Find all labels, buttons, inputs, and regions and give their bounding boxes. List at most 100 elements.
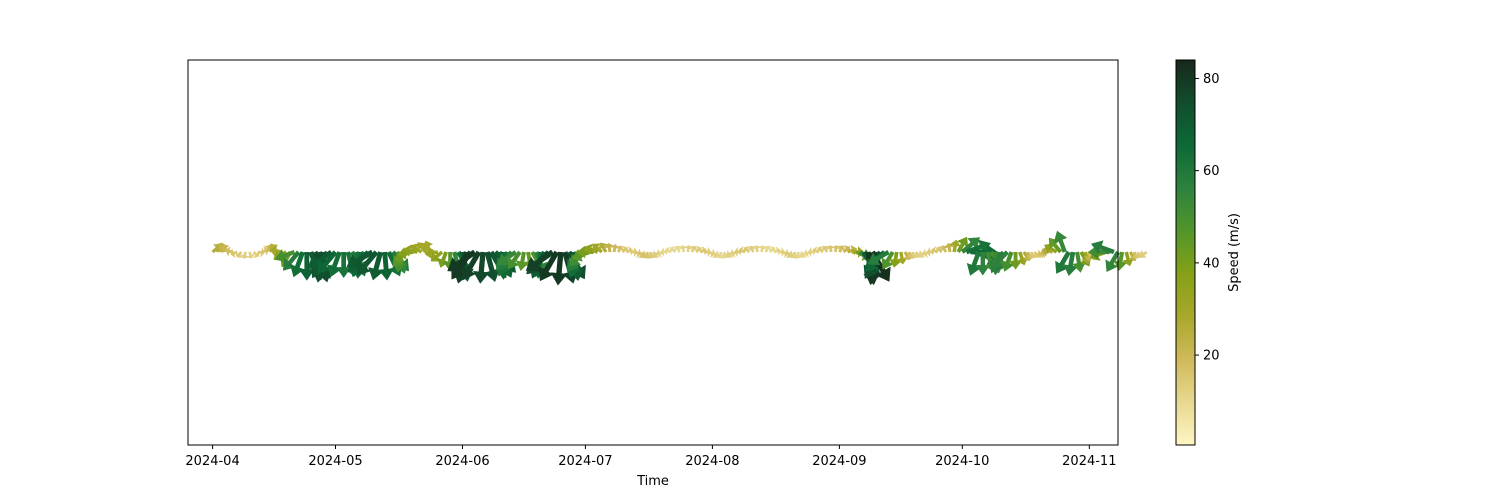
x-tick-label: 2024-04: [185, 454, 239, 469]
wind-arrow: [935, 245, 943, 254]
wind-arrow: [484, 251, 500, 282]
wind-arrow: [673, 245, 683, 253]
wind-arrow: [598, 242, 609, 253]
wind-arrow: [230, 248, 238, 259]
x-axis: 2024-04 2024-05 2024-06 2024-07 2024-08 2024-…: [185, 445, 1116, 469]
wind-arrow: [576, 245, 594, 259]
wind-arrow: [298, 252, 315, 281]
wind-arrow: [881, 251, 895, 270]
colorbar-title: Speed (m/s): [1227, 213, 1242, 292]
wind-arrow: [397, 247, 414, 260]
wind-arrow: [807, 247, 815, 257]
wind-arrow: [669, 246, 677, 254]
colorbar-tick-label: 40: [1203, 256, 1220, 271]
wind-arrow: [1044, 243, 1058, 254]
wind-arrow: [630, 246, 638, 258]
wind-arrow: [830, 245, 841, 253]
wind-arrow: [817, 245, 824, 254]
wind-arrow: [1048, 237, 1063, 254]
wind-arrow: [757, 245, 767, 253]
wind-arrow: [1063, 251, 1078, 276]
wind-arrow: [1105, 250, 1120, 272]
wind-arrow: [274, 249, 296, 263]
wind-arrow: [1072, 251, 1086, 273]
wind-arrow: [812, 246, 820, 256]
colorbar-tick-label: 60: [1203, 164, 1220, 179]
wind-arrow: [836, 245, 846, 253]
wind-arrow: [497, 250, 517, 265]
wind-arrow: [1140, 249, 1148, 259]
wind-arrow: [926, 246, 934, 258]
wind-arrow: [1053, 230, 1068, 253]
wind-arrow: [246, 251, 256, 259]
wind-arrow: [603, 242, 615, 253]
wind-arrow: [409, 243, 423, 254]
wind-arrow: [307, 250, 333, 269]
wind-arrow: [734, 246, 742, 258]
wind-arrow: [804, 248, 812, 258]
wind-arrow: [896, 251, 908, 265]
wind-arrow: [257, 247, 265, 258]
wind-arrows: [211, 230, 1148, 286]
wind-arrow: [990, 250, 1009, 269]
wind-arrow: [743, 245, 751, 254]
wind-arrow: [781, 248, 789, 258]
wind-arrow: [357, 250, 379, 276]
colorbar-tick-label: 80: [1203, 72, 1220, 87]
wind-arrow: [683, 245, 694, 253]
wind-arrow: [923, 248, 930, 258]
wind-arrow: [689, 245, 698, 253]
wind-arrow: [664, 246, 672, 256]
wind-arrow: [1113, 251, 1128, 271]
wind-arrow: [660, 247, 668, 257]
wind-arrow: [704, 246, 712, 258]
wind-arrow: [368, 251, 384, 281]
wind-arrow: [327, 251, 342, 278]
wind-arrow: [1122, 251, 1135, 267]
plot-area: [187, 59, 1119, 446]
wind-arrow: [634, 248, 642, 258]
wind-arrow: [949, 239, 961, 253]
wind-arrow: [1001, 251, 1015, 272]
wind-arrow: [960, 237, 980, 254]
wind-arrow: [261, 245, 269, 256]
wind-arrow: [525, 249, 555, 271]
wind-arrow: [283, 250, 301, 271]
wind-arrow: [707, 248, 715, 258]
wind-arrow: [430, 250, 444, 262]
x-tick-label: 2024-10: [935, 454, 989, 469]
x-tick-label: 2024-07: [558, 454, 612, 469]
wind-arrow: [768, 246, 776, 254]
wind-arrow: [447, 249, 477, 272]
wind-arrow: [538, 250, 560, 282]
wind-arrow: [461, 250, 482, 281]
wind-arrow: [615, 245, 625, 253]
x-tick-label: 2024-06: [435, 454, 489, 469]
wind-arrow: [931, 246, 939, 256]
wind-arrow: [956, 236, 969, 253]
wind-arrow: [943, 242, 955, 253]
wind-arrow: [763, 245, 772, 253]
wind-arrow: [975, 252, 991, 276]
wind-arrow: [621, 245, 629, 254]
wind-arrow: [583, 243, 599, 256]
wind-arrow: [346, 249, 374, 268]
x-tick-label: 2024-08: [685, 454, 739, 469]
wind-arrow: [867, 250, 890, 266]
wind-arrow: [378, 251, 394, 281]
x-axis-title: Time: [636, 474, 669, 489]
colorbar-gradient: [1175, 59, 1196, 446]
wind-arrow: [424, 247, 439, 260]
wind-arrow: [269, 245, 283, 257]
wind-arrow: [889, 251, 902, 268]
colorbar: 20 40 60 80 Speed (m/s): [1175, 59, 1242, 446]
wind-arrow: [730, 248, 738, 258]
wind-arrow: [403, 244, 418, 257]
x-tick-label: 2024-09: [812, 454, 866, 469]
x-tick-label: 2024-11: [1062, 454, 1116, 469]
wind-arrow: [592, 243, 603, 254]
wind-arrow: [1091, 240, 1115, 255]
wind-arrow: [515, 251, 529, 271]
wind-arrow: [225, 246, 234, 257]
